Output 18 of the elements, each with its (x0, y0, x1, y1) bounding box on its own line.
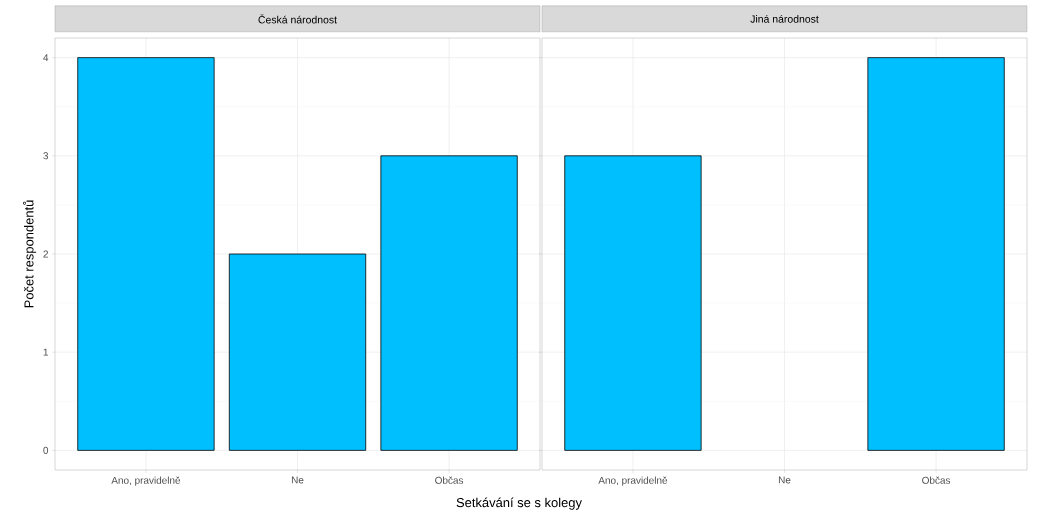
x-tick-label: Ano, pravidelně (598, 476, 668, 486)
y-tick-label: 2 (43, 250, 48, 258)
bar (228, 253, 367, 451)
x-tick-label: Občas (435, 476, 464, 484)
bar (77, 57, 215, 451)
chart-title: Jiná národnost (750, 14, 819, 23)
x-axis-title: Setkávání se s kolegy (456, 497, 582, 510)
y-tick-label: 4 (43, 54, 49, 62)
y-axis-title: Počet respondentů (22, 200, 37, 308)
bar (380, 155, 518, 451)
chart-title: Česká národnost (258, 14, 337, 24)
x-tick-label: Občas (922, 476, 951, 484)
y-tick-label: 3 (43, 152, 49, 160)
x-tick-label: Ne (291, 476, 304, 484)
y-tick-label: 1 (43, 348, 48, 356)
x-tick-label: Ne (778, 476, 791, 484)
y-tick-label: 0 (43, 446, 49, 454)
x-tick-label: Ano, pravidelně (111, 476, 181, 486)
